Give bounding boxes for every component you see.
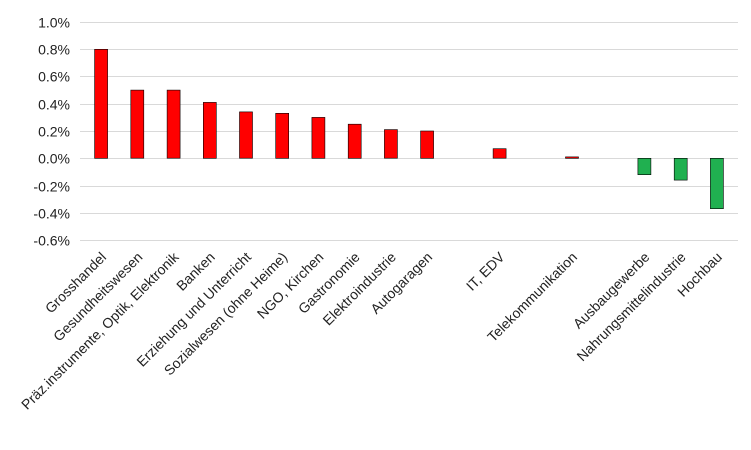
- y-tick-label: 0.0%: [38, 151, 70, 167]
- bar: [203, 102, 217, 159]
- x-category-label: IT, EDV: [463, 248, 508, 293]
- bar: [673, 158, 688, 181]
- y-tick-label: -0.2%: [33, 179, 70, 195]
- y-tick-label: -0.6%: [33, 233, 70, 249]
- bar: [94, 48, 108, 159]
- bar: [347, 123, 362, 159]
- bar: [384, 129, 398, 159]
- bar: [311, 117, 326, 159]
- bar: [130, 89, 145, 159]
- y-tick-label: 0.6%: [38, 69, 70, 85]
- y-tick-label: -0.4%: [33, 206, 70, 222]
- y-tick-label: 1.0%: [38, 15, 70, 31]
- y-tick-label: 0.4%: [38, 97, 70, 113]
- gridlines: [80, 22, 738, 241]
- bar: [420, 130, 434, 159]
- bars: [94, 48, 724, 210]
- bar: [275, 113, 290, 159]
- bar: [166, 89, 181, 159]
- y-tick-label: 0.8%: [38, 42, 70, 58]
- bar: [565, 156, 579, 159]
- y-axis-tick-labels: -0.6% -0.4% -0.2% 0.0% 0.2% 0.4% 0.6% 0.8% 1.0%: [33, 15, 70, 249]
- bar: [637, 158, 652, 176]
- x-category-label: Präz.instrumente, Optik, Elektronik: [18, 248, 182, 412]
- bar: [492, 148, 507, 159]
- y-tick-label: 0.2%: [38, 124, 70, 140]
- x-axis-category-labels: GrosshandelGesundheitswesenPräz.instrume…: [18, 248, 725, 412]
- bar: [710, 158, 724, 210]
- bar: [239, 111, 253, 159]
